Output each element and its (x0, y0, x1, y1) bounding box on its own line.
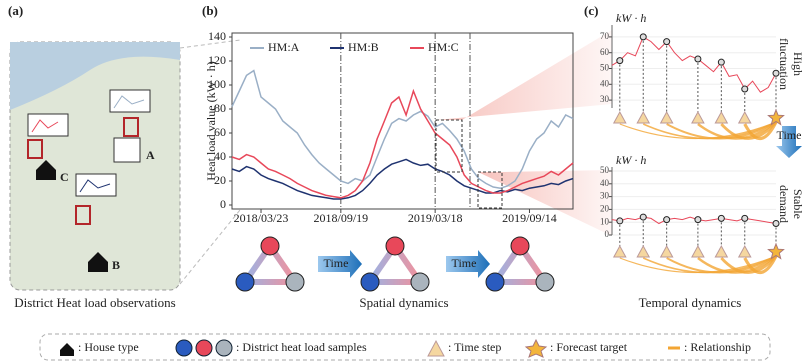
time-arrow: Time (776, 126, 802, 158)
caption: District Heat load observations (14, 295, 175, 310)
zoom-shade (436, 30, 612, 120)
page: {"panels":{"a":"(a)","b":"(b)","c":"(c)"… (0, 0, 806, 363)
node (411, 273, 429, 291)
marker (742, 215, 748, 221)
time-label: Time (777, 128, 802, 142)
y-tick-label: 50 (600, 165, 610, 175)
house-icon (60, 343, 74, 356)
y-tick-label: 0 (605, 229, 610, 239)
node (236, 273, 254, 291)
y-tick-label: 0 (220, 197, 226, 211)
marker (695, 217, 701, 223)
y-tick-label: 20 (600, 203, 610, 213)
y-tick-label: 30 (600, 191, 610, 201)
legend-label: HM:A (268, 40, 300, 54)
time-step (614, 112, 626, 123)
legend-label: HM:C (428, 40, 459, 54)
sample-icon (176, 340, 192, 356)
y-tick-label: 30 (600, 94, 610, 104)
map-label: C (60, 170, 69, 184)
side-label: Stabledemand (777, 185, 805, 223)
time-step (739, 112, 751, 123)
time-step (692, 112, 704, 123)
y-axis-title: kW · h (616, 153, 646, 167)
map-label: A (146, 148, 155, 162)
legend-text: : District heat load samples (236, 340, 367, 354)
step-icon (428, 341, 444, 356)
side-label: Highfluctuation (777, 38, 805, 90)
marker (640, 34, 646, 40)
caption: Temporal dynamics (639, 295, 742, 310)
legend-box (40, 334, 770, 360)
time-step (692, 246, 704, 257)
y-tick-label: 10 (600, 216, 610, 226)
panel-label: (b) (202, 3, 218, 18)
side-label-line: High (791, 52, 805, 76)
time-step (715, 246, 727, 257)
time-label: Time (324, 256, 349, 270)
legend-text: : Forecast target (550, 340, 628, 354)
time-arrow: Time (446, 250, 490, 278)
time-arrow: Time (318, 250, 362, 278)
focus-box (436, 120, 462, 172)
time-step (614, 246, 626, 257)
time-label: Time (452, 256, 477, 270)
caption: Spatial dynamics (359, 295, 448, 310)
panel-label: (c) (584, 3, 598, 18)
time-step (715, 112, 727, 123)
map-label: B (112, 258, 120, 272)
side-label-line: Stable (791, 189, 805, 219)
sample-icon (196, 340, 212, 356)
y-tick-label: 50 (600, 63, 610, 73)
legend-label: HM:B (348, 40, 379, 54)
marker (773, 220, 779, 226)
y-tick-label: 40 (600, 78, 610, 88)
marker (695, 56, 701, 62)
node (361, 273, 379, 291)
marker (718, 215, 724, 221)
y-axis-title: Heat load value (kW · h) (204, 61, 218, 180)
legend-text: : House type (78, 340, 139, 354)
marker (718, 59, 724, 65)
star-icon (526, 340, 546, 357)
y-tick-label: 140 (208, 29, 226, 43)
y-axis-title: kW · h (616, 11, 646, 25)
side-label-line: fluctuation (777, 38, 791, 90)
marker (617, 58, 623, 64)
time-step (661, 246, 673, 257)
panel-label: (a) (8, 3, 23, 18)
node (511, 237, 529, 255)
node (486, 273, 504, 291)
marker (640, 214, 646, 220)
marker (773, 70, 779, 76)
figure: (a) C A B District Heat load observation… (0, 0, 806, 363)
time-step (637, 112, 649, 123)
zoom-shade (478, 170, 612, 236)
legend-text: : Relationship (684, 340, 751, 354)
y-tick-label: 70 (600, 31, 610, 41)
sample-icon (216, 340, 232, 356)
legend-text: : Time step (448, 340, 501, 354)
marker (742, 86, 748, 92)
node (286, 273, 304, 291)
marker (617, 218, 623, 224)
side-label-line: demand (777, 185, 791, 223)
node (261, 237, 279, 255)
time-step (637, 246, 649, 257)
y-tick-label: 40 (600, 178, 610, 188)
marker (664, 217, 670, 223)
marker (664, 39, 670, 45)
time-step (739, 246, 751, 257)
time-step (661, 112, 673, 123)
node (536, 273, 554, 291)
node (386, 237, 404, 255)
y-tick-label: 60 (600, 47, 610, 57)
